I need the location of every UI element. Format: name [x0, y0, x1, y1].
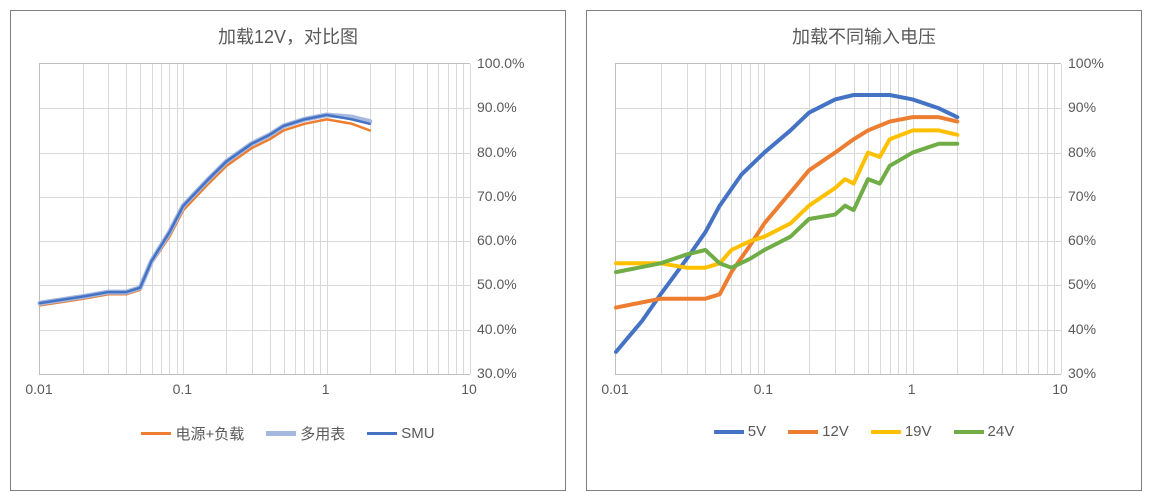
y-tick-label: 60.0%	[477, 232, 517, 248]
series-line-1	[616, 117, 957, 307]
gridline-v-major	[470, 64, 471, 374]
legend-label: 24V	[988, 423, 1015, 440]
plot-area	[615, 63, 1061, 375]
x-tick-label: 1	[322, 381, 330, 397]
legend-swatch	[714, 430, 744, 434]
y-tick-label: 80%	[1068, 144, 1096, 160]
legend-label: 电源+负载	[175, 423, 244, 444]
y-tick-label: 30.0%	[477, 365, 517, 381]
series-line-3	[616, 144, 957, 272]
y-tick-label: 70.0%	[477, 188, 517, 204]
chart-title: 加载12V，对比图	[11, 23, 565, 49]
chart-body: 30.0%40.0%50.0%60.0%70.0%80.0%90.0%100.0…	[11, 55, 565, 415]
x-tick-label: 0.01	[25, 381, 52, 397]
y-tick-label: 70%	[1068, 188, 1096, 204]
legend-swatch	[367, 432, 397, 435]
legend-item: 电源+负载	[141, 423, 244, 444]
x-tick-label: 1	[908, 381, 916, 397]
gridline-v-major	[1061, 64, 1062, 374]
legend-swatch	[954, 430, 984, 434]
chart-panel-1: 加载12V，对比图 30.0% 40.0% 50.0% 60.0% 70.0% 80.0% 9…	[10, 10, 566, 491]
legend: 电源+负载 多用表 SMU	[11, 415, 565, 458]
legend-label: 12V	[822, 423, 849, 440]
legend-item: 12V	[788, 423, 849, 440]
series-svg	[616, 64, 1061, 374]
legend-label: 19V	[905, 423, 932, 440]
y-tick-label: 60%	[1068, 232, 1096, 248]
chart-body: 30% 40% 50% 60% 70% 80% 90% 100% 0.01 0.1 1 10	[587, 55, 1141, 415]
y-tick-label: 100.0%	[477, 55, 524, 71]
x-tick-label: 0.01	[601, 381, 628, 397]
legend-swatch	[788, 430, 818, 434]
series-line-1	[40, 115, 370, 303]
legend-swatch	[141, 432, 171, 435]
y-tick-label: 90%	[1068, 99, 1096, 115]
chart-panel-2: 加载不同输入电压 30% 40% 50% 60% 70% 80% 90% 100% 0.01 0.1…	[586, 10, 1142, 491]
legend: 5V 12V 19V 24V	[587, 415, 1141, 454]
series-line-2	[40, 115, 370, 303]
legend-label: SMU	[401, 425, 434, 442]
series-line-0	[40, 119, 370, 305]
legend-item: 5V	[714, 423, 766, 440]
legend-item: 24V	[954, 423, 1015, 440]
y-tick-label: 50%	[1068, 276, 1096, 292]
x-tick-label: 0.1	[754, 381, 773, 397]
y-tick-label: 30%	[1068, 365, 1096, 381]
y-tick-label: 40.0%	[477, 321, 517, 337]
legend-swatch	[266, 431, 296, 436]
legend-label: 5V	[748, 423, 766, 440]
series-svg	[40, 64, 470, 374]
legend-item: 19V	[871, 423, 932, 440]
y-tick-label: 90.0%	[477, 99, 517, 115]
x-tick-label: 10	[1052, 381, 1068, 397]
x-tick-label: 0.1	[173, 381, 192, 397]
x-tick-label: 10	[461, 381, 477, 397]
legend-swatch	[871, 430, 901, 434]
plot-area	[39, 63, 470, 375]
y-tick-label: 80.0%	[477, 144, 517, 160]
y-tick-label: 40%	[1068, 321, 1096, 337]
legend-item: SMU	[367, 425, 434, 442]
y-tick-label: 50.0%	[477, 276, 517, 292]
legend-item: 多用表	[266, 423, 345, 444]
legend-label: 多用表	[300, 423, 345, 444]
chart-title: 加载不同输入电压	[587, 23, 1141, 49]
y-tick-label: 100%	[1068, 55, 1104, 71]
